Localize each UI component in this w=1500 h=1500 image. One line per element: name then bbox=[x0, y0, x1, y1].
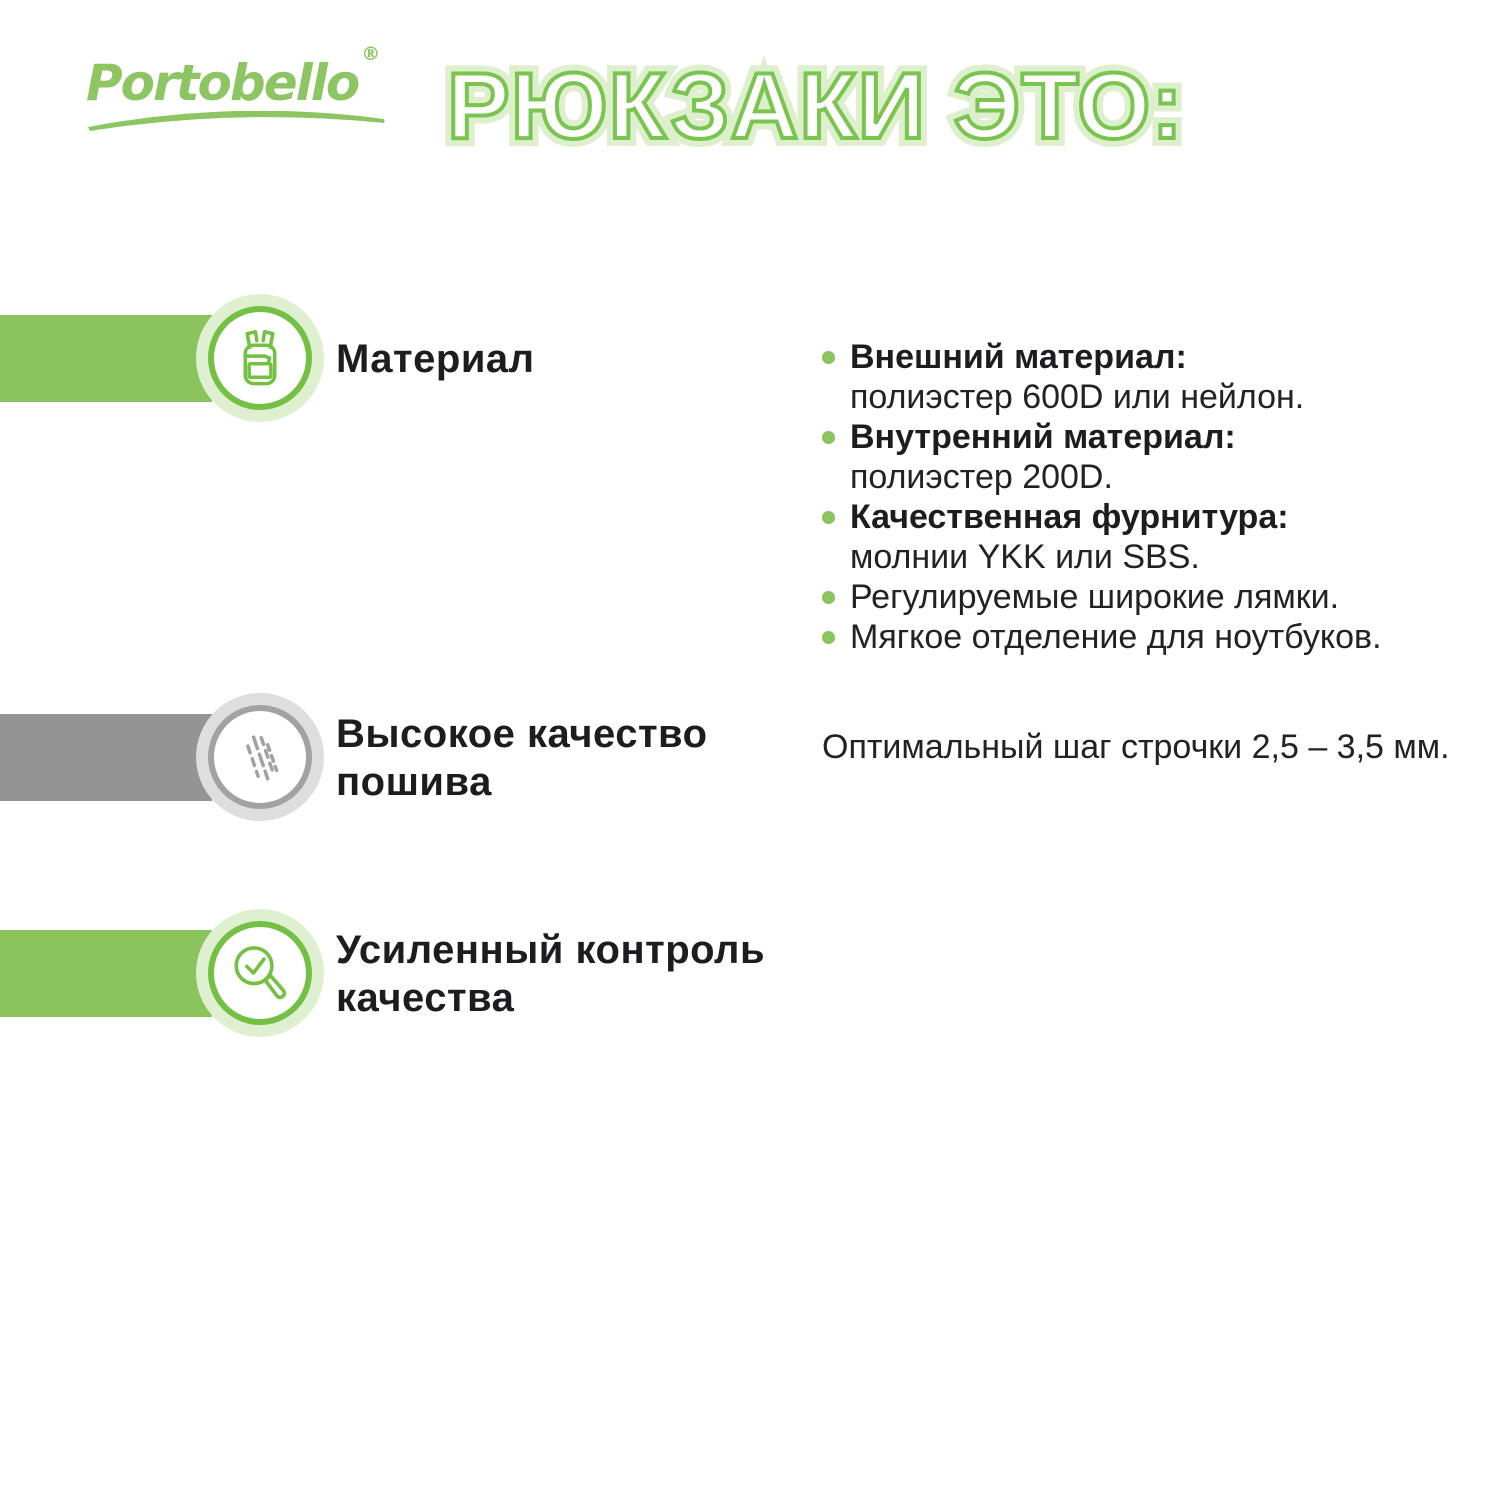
list-item: Внешний материал: полиэстер 600D или ней… bbox=[822, 337, 1462, 417]
quality-control-bar bbox=[0, 930, 212, 1017]
material-badge bbox=[196, 294, 324, 422]
material-bar bbox=[0, 315, 212, 402]
bullet-regular: молнии YKK или SBS. bbox=[850, 538, 1200, 576]
quality-control-label-line: качества bbox=[336, 975, 515, 1020]
brand-name: Portobello bbox=[86, 54, 360, 112]
bullet-bold: Внутренний материал: bbox=[850, 418, 1236, 456]
bullet-dot bbox=[822, 431, 835, 444]
bullet-regular: Регулируемые широкие лямки. bbox=[850, 578, 1340, 616]
sewing-note: Оптимальный шаг строчки 2,5 – 3,5 мм. bbox=[822, 728, 1450, 766]
list-item: Внутренний материал: полиэстер 200D. bbox=[822, 417, 1462, 497]
quality-control-badge bbox=[196, 909, 324, 1037]
sewing-label-line: Высокое качество bbox=[336, 711, 708, 756]
logo-swoosh-icon bbox=[88, 111, 385, 131]
stitching-icon bbox=[246, 735, 279, 781]
quality-control-badge-circle bbox=[208, 921, 312, 1025]
sewing-label-line: пошива bbox=[336, 759, 492, 804]
bullet-text: Регулируемые широкие лямки. bbox=[850, 577, 1339, 617]
material-label-line: Материал bbox=[336, 336, 535, 381]
list-item: Качественная фурнитура: молнии YKK или S… bbox=[822, 497, 1462, 577]
sewing-badge-circle bbox=[208, 705, 312, 809]
bullet-regular: Мягкое отделение для ноутбуков. bbox=[850, 618, 1382, 656]
page-title: РЮКЗАКИ ЭТО: РЮКЗАКИ ЭТО: bbox=[439, 45, 1207, 180]
material-badge-circle bbox=[208, 306, 312, 410]
quality-control-label-line: Усиленный контроль bbox=[336, 927, 766, 972]
bullet-regular: полиэстер 200D. bbox=[850, 458, 1113, 496]
list-item: Регулируемые широкие лямки. bbox=[822, 577, 1462, 617]
bullet-dot bbox=[822, 351, 835, 364]
page-title-text: РЮКЗАКИ ЭТО: bbox=[445, 51, 1185, 160]
bullet-regular: полиэстер 600D или нейлон. bbox=[850, 378, 1305, 416]
bullet-dot bbox=[822, 591, 835, 604]
sewing-label: Высокое качество пошива bbox=[336, 712, 708, 804]
sewing-badge bbox=[196, 693, 324, 821]
bullet-dot bbox=[822, 631, 835, 644]
bullet-text: Мягкое отделение для ноутбуков. bbox=[850, 617, 1382, 657]
list-item: Мягкое отделение для ноутбуков. bbox=[822, 617, 1462, 657]
bullet-bold: Качественная фурнитура: bbox=[850, 498, 1289, 536]
sewing-bar bbox=[0, 714, 212, 801]
material-bullet-list: Внешний материал: полиэстер 600D или ней… bbox=[822, 337, 1462, 657]
page-title-halo: РЮКЗАКИ ЭТО: bbox=[439, 45, 1191, 166]
material-label: Материал bbox=[336, 315, 535, 402]
bullet-dot bbox=[822, 511, 835, 524]
quality-control-label: Усиленный контроль качества bbox=[336, 928, 765, 1020]
bullet-text: Качественная фурнитура: молнии YKK или S… bbox=[850, 497, 1289, 577]
bullet-text: Внутренний материал: полиэстер 200D. bbox=[850, 417, 1236, 497]
backpack-icon bbox=[243, 330, 277, 386]
brand-logo: Portobello ® bbox=[86, 44, 386, 133]
magnifier-check-icon bbox=[234, 946, 287, 1000]
bullet-text: Внешний материал: полиэстер 600D или ней… bbox=[850, 337, 1304, 417]
brand-logo-text: Portobello ® bbox=[86, 44, 386, 112]
bullet-bold: Внешний материал: bbox=[850, 338, 1187, 376]
registered-mark: ® bbox=[361, 43, 381, 66]
